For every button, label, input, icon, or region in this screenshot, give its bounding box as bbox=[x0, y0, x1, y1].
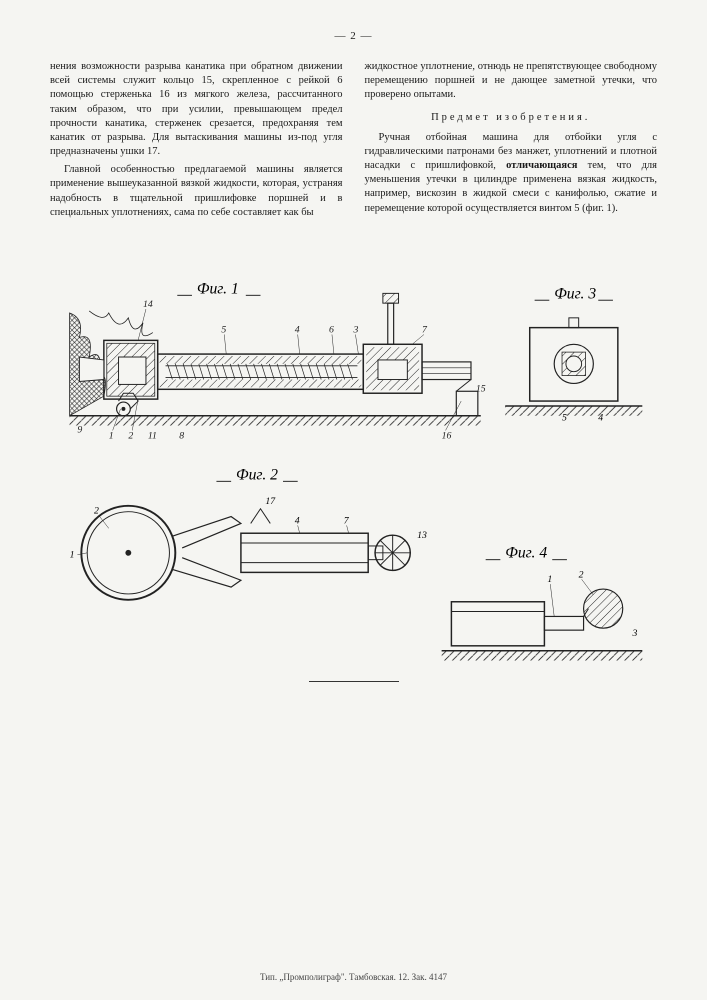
fig2-n13: 13 bbox=[417, 530, 427, 541]
right-p1: жидкостное уплотнение, отнюдь не препятс… bbox=[365, 60, 658, 103]
fig1-n5: 5 bbox=[221, 324, 226, 335]
fig1-n14: 14 bbox=[143, 299, 153, 310]
fig2-n4: 4 bbox=[295, 515, 300, 526]
fig1-n2: 2 bbox=[128, 430, 133, 441]
figures-svg: Фиг. 1 bbox=[50, 264, 657, 675]
fig1-n15: 15 bbox=[476, 383, 486, 394]
fig1-n8: 8 bbox=[179, 430, 184, 441]
fig4-n2: 2 bbox=[579, 569, 584, 580]
fig1-n4: 4 bbox=[295, 324, 300, 335]
fig3: Фиг. 3 5 4 bbox=[505, 285, 642, 423]
fig2-n17: 17 bbox=[265, 496, 276, 507]
right-column: жидкостное уплотнение, отнюдь не препятс… bbox=[365, 60, 658, 224]
right-p2: Ручная отбойная машина для отбойки угля … bbox=[365, 131, 658, 216]
fig1-n9: 9 bbox=[77, 424, 82, 435]
footer-rule bbox=[309, 681, 399, 682]
page-number: — 2 — bbox=[50, 30, 657, 42]
footer-imprint: Тип. „Промполиграф". Тамбовская. 12. Зак… bbox=[0, 972, 707, 982]
left-p1: нения возможности разрыва канатика при о… bbox=[50, 60, 343, 159]
fig1-n7: 7 bbox=[422, 324, 428, 335]
fig3-n5: 5 bbox=[562, 413, 567, 424]
fig1: Фиг. 1 bbox=[70, 280, 486, 441]
fig4-n3: 3 bbox=[632, 628, 638, 639]
section-title: Предмет изобретения. bbox=[365, 111, 658, 125]
claim-bold: отличающаяся bbox=[506, 160, 577, 171]
text-columns: нения возможности разрыва канатика при о… bbox=[50, 60, 657, 224]
fig3-label: Фиг. 3 bbox=[554, 285, 596, 302]
fig1-n11: 11 bbox=[148, 430, 157, 441]
fig3-n4: 4 bbox=[598, 413, 603, 424]
fig1-label: Фиг. 1 bbox=[197, 280, 239, 297]
fig2-n1: 1 bbox=[70, 550, 75, 561]
fig2-n7: 7 bbox=[344, 515, 350, 526]
fig1-n6: 6 bbox=[329, 324, 334, 335]
fig4-n1: 1 bbox=[547, 574, 552, 585]
fig1-n16: 16 bbox=[442, 430, 452, 441]
fig1-n3: 3 bbox=[353, 324, 359, 335]
left-column: нения возможности разрыва канатика при о… bbox=[50, 60, 343, 224]
fig1-n1: 1 bbox=[109, 430, 114, 441]
fig2-n2: 2 bbox=[94, 506, 99, 517]
fig2: Фиг. 2 2 1 17 4 bbox=[70, 466, 427, 599]
left-p2: Главной особенностью предлагаемой машины… bbox=[50, 163, 343, 220]
fig4-label: Фиг. 4 bbox=[505, 545, 547, 562]
fig2-label: Фиг. 2 bbox=[236, 466, 278, 483]
fig4: Фиг. 4 1 2 3 bbox=[442, 545, 643, 661]
figures-block: Фиг. 1 bbox=[50, 264, 657, 675]
